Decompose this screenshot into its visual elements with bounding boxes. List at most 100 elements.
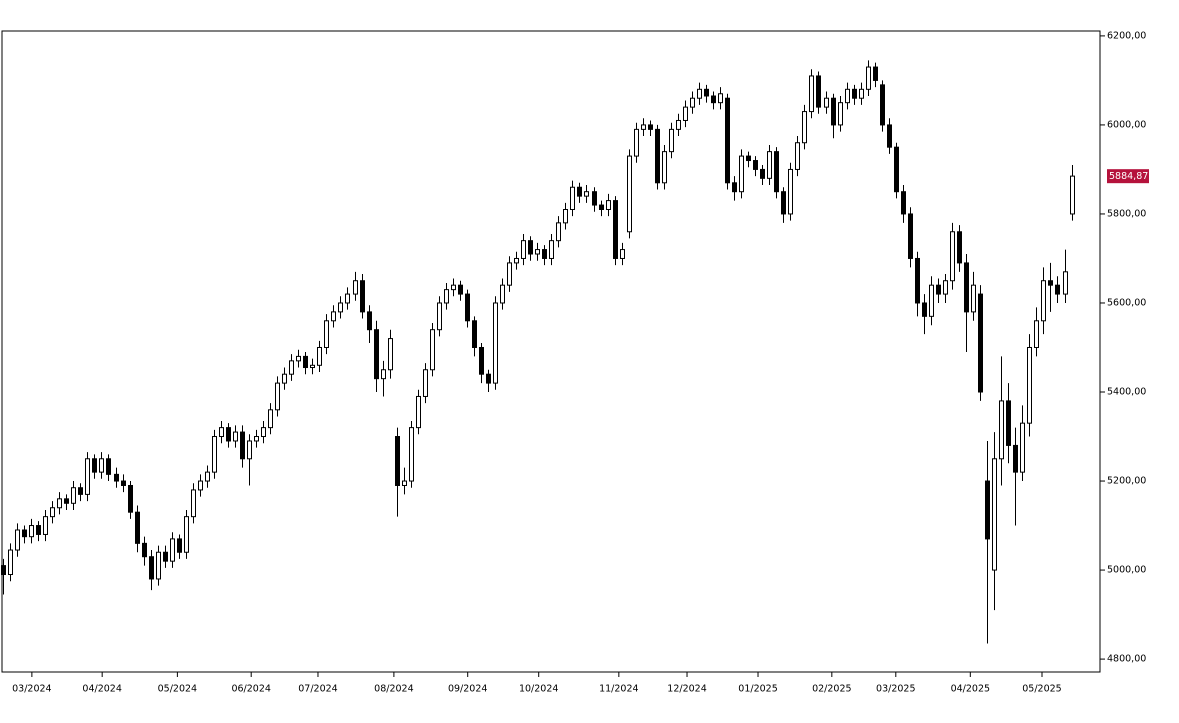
candle-body: [838, 102, 843, 126]
candle-body: [353, 280, 358, 295]
candle-body: [282, 373, 287, 384]
y-tick-label: 6000,00: [1107, 119, 1146, 130]
candle-body: [303, 355, 308, 369]
candle-body: [922, 302, 927, 317]
x-tick-label: 02/2025: [812, 684, 851, 695]
candle-body: [121, 480, 126, 486]
candle-body: [261, 427, 266, 438]
candle-body: [606, 200, 611, 211]
candle-body: [816, 75, 821, 108]
candle-body: [929, 284, 934, 317]
x-tick-label: 05/2024: [158, 684, 197, 695]
candle-body: [1041, 280, 1046, 322]
candle-body: [128, 484, 133, 513]
candle-body: [212, 436, 217, 473]
candle-body: [50, 507, 55, 518]
x-tick-label: 11/2024: [599, 684, 638, 695]
candle-body: [395, 436, 400, 486]
candle-body: [226, 427, 231, 442]
candle-body: [135, 511, 140, 544]
y-tick-label: 5600,00: [1107, 297, 1146, 308]
candle-body: [802, 111, 807, 144]
candle-body: [331, 311, 336, 322]
candle-body: [683, 106, 688, 121]
candle-body: [627, 155, 632, 233]
candle-body: [275, 382, 280, 411]
candle-body: [824, 97, 829, 108]
candle-body: [268, 409, 273, 429]
x-tick-label: 10/2024: [519, 684, 558, 695]
candle-body: [908, 213, 913, 259]
axes: 4800,00 5000,00 5200,00 5400,00 5600,00 5800,…: [12, 30, 1149, 695]
candle-body: [43, 516, 48, 535]
candle-body: [788, 168, 793, 215]
candle-body: [500, 284, 505, 304]
candle-body: [388, 338, 393, 371]
candle-body: [1027, 346, 1032, 424]
candle-body: [317, 346, 322, 366]
candle-body: [809, 75, 814, 113]
candle-body: [718, 93, 723, 104]
candle-body: [985, 480, 990, 540]
last-price-box: [1107, 169, 1149, 184]
candle-body: [831, 97, 836, 126]
candle-body: [599, 204, 604, 211]
candles: [1, 60, 1075, 644]
candle-body: [324, 320, 329, 348]
candle-body: [156, 551, 161, 580]
candle-body: [774, 151, 779, 193]
y-tick-label: 5400,00: [1107, 387, 1146, 398]
y-tick-label: 4800,00: [1107, 654, 1146, 665]
candle-body: [177, 538, 182, 553]
candle-body: [149, 556, 154, 580]
candle-body: [360, 280, 365, 313]
candle-body: [507, 262, 512, 286]
candle-body: [943, 280, 948, 295]
candle-body: [669, 128, 674, 153]
candle-body: [479, 346, 484, 375]
candle-body: [1034, 320, 1039, 348]
candle-body: [8, 549, 13, 576]
candle-body: [549, 240, 554, 259]
candle-body: [978, 293, 983, 393]
y-tick-label: 6200,00: [1107, 30, 1146, 41]
candle-body: [556, 222, 561, 242]
candle-body: [971, 284, 976, 313]
candle-body: [289, 360, 294, 375]
candle-body: [233, 431, 238, 442]
candle-body: [767, 151, 772, 179]
candle-body: [22, 529, 27, 538]
candle-body: [64, 498, 69, 504]
candle-body: [458, 284, 463, 295]
candle-body: [528, 240, 533, 255]
candle-body: [99, 458, 104, 473]
candle-body: [374, 329, 379, 380]
x-tick-label: 04/2025: [951, 684, 990, 695]
candle-body: [620, 249, 625, 259]
candle-body: [163, 551, 168, 562]
x-tick-label: 05/2025: [1022, 684, 1061, 695]
candle-body: [219, 427, 224, 438]
y-tick-label: 5000,00: [1107, 565, 1146, 576]
candle-body: [999, 400, 1004, 460]
x-tick-label: 03/2025: [876, 684, 915, 695]
candle-body: [795, 142, 800, 170]
candle-body: [36, 525, 41, 535]
candle-body: [85, 458, 90, 495]
x-tick-label: 08/2024: [374, 684, 413, 695]
candle-body: [493, 302, 498, 384]
candle-body: [613, 200, 618, 259]
candle-body: [950, 231, 955, 282]
candle-body: [15, 529, 20, 551]
candle-body: [423, 369, 428, 397]
x-tick-label: 07/2024: [298, 684, 337, 695]
candle-body: [964, 262, 969, 313]
candle-body: [676, 119, 681, 130]
x-tick-label: 12/2024: [667, 684, 706, 695]
candle-body: [247, 440, 252, 460]
candle-body: [486, 373, 491, 384]
candle-body: [78, 487, 83, 495]
candle-body: [106, 458, 111, 475]
candle-body: [514, 257, 519, 264]
